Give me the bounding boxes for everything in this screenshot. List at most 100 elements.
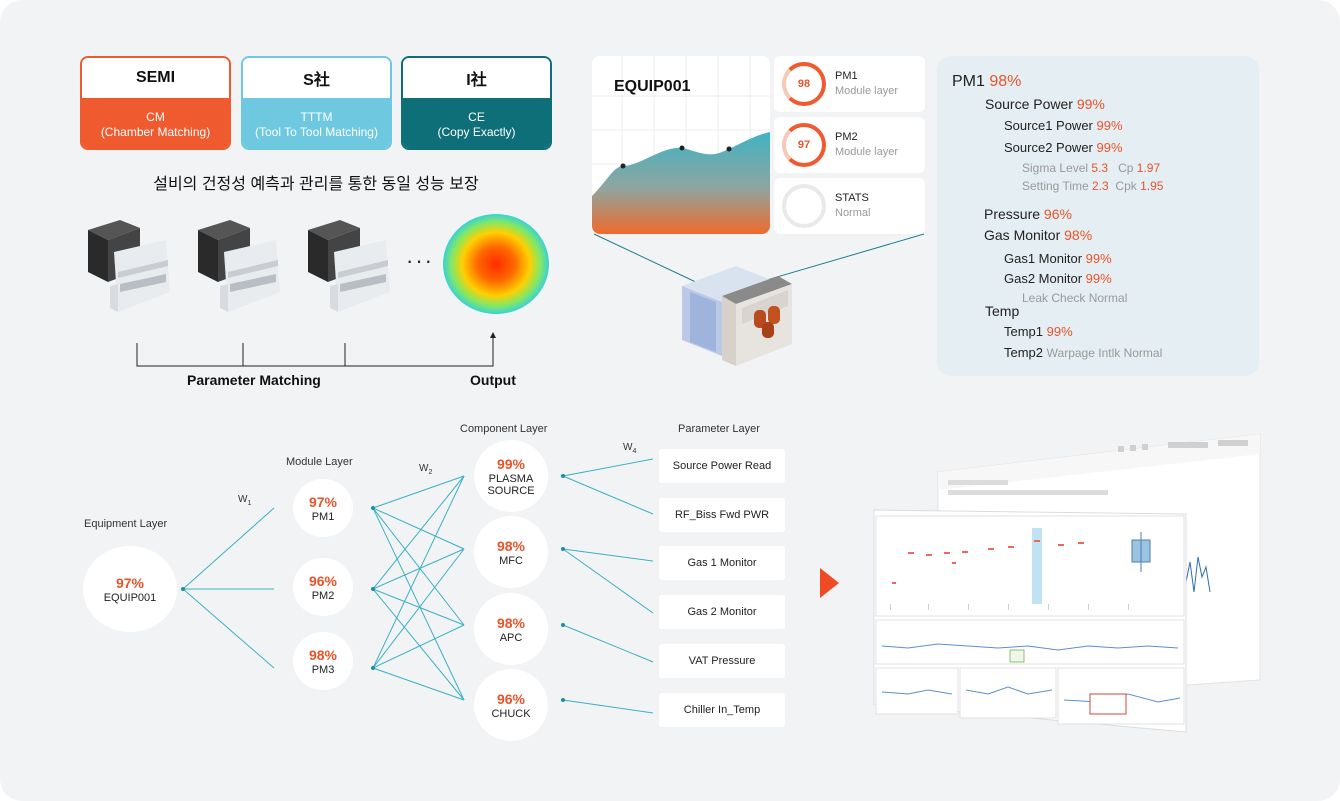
component-node-pct: 98%	[496, 614, 526, 631]
i-card-line2: (Copy Exactly)	[437, 125, 516, 139]
module-node-name: PM3	[311, 663, 335, 676]
param-rf-bias-fwd-pwr: RF_Biss Fwd PWR	[659, 498, 785, 532]
equip-title: EQUIP001	[614, 78, 691, 95]
w4-label: W4	[623, 442, 637, 455]
module-node-pct: 96%	[308, 572, 338, 589]
dashboard-screenshot-image	[873, 433, 1261, 733]
parameter-layer-label: Parameter Layer	[678, 423, 760, 435]
equipment-node: 97% EQUIP001	[83, 546, 177, 632]
tree-temp2-note: Warpage Intlk Normal	[1046, 346, 1163, 360]
tree-sigma-value: 5.3	[1091, 161, 1109, 175]
tree-temp1: Temp1	[1004, 324, 1044, 339]
tree-cpk: Cpk	[1115, 179, 1137, 193]
param-gas1-monitor: Gas 1 Monitor	[659, 546, 785, 580]
semi-card-line1: CM	[146, 110, 165, 124]
tree-temp: Temp	[985, 303, 1020, 319]
pm2-card-title: PM2	[835, 131, 858, 143]
param-source-power-read: Source Power Read	[659, 449, 785, 483]
tree-source-power-value: 99%	[1076, 96, 1105, 112]
equip-chart-card	[592, 56, 770, 234]
component-node-name-line2: SOURCE	[487, 484, 535, 497]
w2-label: W2	[419, 463, 433, 476]
module-node-name: PM1	[311, 510, 335, 523]
tree-gas1-value: 99%	[1085, 251, 1112, 266]
chamber-machine-icon	[682, 266, 792, 366]
equipment-machine-icon	[308, 220, 390, 312]
matching-subtitle: 설비의 건정성 예측과 관리를 통한 동일 성능 보장	[153, 176, 479, 193]
semi-card-title: SEMI	[82, 58, 229, 98]
module-node-pct: 98%	[308, 646, 338, 663]
module-node-pm3: 98% PM3	[293, 632, 353, 690]
tree-setting-value: 2.3	[1092, 179, 1109, 193]
tree-source1: Source1 Power	[1004, 118, 1093, 133]
module-layer-label: Module Layer	[286, 456, 353, 468]
tree-source-power: Source Power	[985, 96, 1073, 112]
equipment-node-name: EQUIP001	[103, 591, 157, 604]
tree-gas2: Gas2 Monitor	[1004, 271, 1083, 286]
stats-card-title: STATS	[835, 192, 869, 204]
i-card-line1: CE	[468, 110, 485, 124]
s-card-line2: (Tool To Tool Matching)	[255, 125, 378, 139]
w1-label: W1	[238, 494, 252, 507]
pm1-card-sub: Module layer	[835, 85, 898, 97]
param-vat-pressure: VAT Pressure	[659, 644, 785, 678]
equipment-machine-icon	[88, 220, 170, 312]
module-node-name: PM2	[311, 589, 335, 602]
component-node-plasma-source: 99% PLASMA SOURCE	[474, 440, 548, 512]
pm2-card-sub: Module layer	[835, 146, 898, 158]
pm2-status-card: 97 PM2 Module layer	[774, 117, 925, 173]
component-node-pct: 99%	[496, 455, 526, 472]
tree-temp2: Temp2	[1004, 345, 1044, 360]
component-node-chuck: 96% CHUCK	[474, 669, 548, 741]
component-node-name: MFC	[499, 554, 523, 567]
semi-card-line2: (Chamber Matching)	[100, 125, 211, 139]
tree-pressure-value: 96%	[1043, 206, 1072, 222]
module-node-pm2: 96% PM2	[293, 558, 353, 616]
pm1-parameter-tree: PM1 98% Source Power 99% Source1 Power 9…	[937, 56, 1259, 376]
component-node-pct: 98%	[496, 537, 526, 554]
s-card-line1: TTTM	[300, 110, 333, 124]
component-node-apc: 98% APC	[474, 593, 548, 665]
component-node-name: APC	[499, 631, 523, 644]
tree-setting-time: Setting Time	[1022, 179, 1089, 193]
s-card-title: S社	[243, 58, 390, 98]
tree-cp-value: 1.97	[1136, 161, 1161, 175]
semi-card: SEMI CM (Chamber Matching)	[80, 56, 231, 150]
tree-pm1: PM1	[952, 73, 985, 90]
tree-gas2-value: 99%	[1085, 271, 1112, 286]
tree-gas-monitor-value: 98%	[1064, 227, 1093, 243]
stats-ring	[782, 184, 826, 228]
component-node-mfc: 98% MFC	[474, 516, 548, 588]
tree-cp: Cp	[1118, 161, 1134, 175]
pm2-score-ring: 97	[782, 123, 826, 167]
i-card-title: I社	[403, 58, 550, 98]
wafer-heatmap-icon	[443, 214, 549, 314]
tree-gas-monitor: Gas Monitor	[984, 227, 1061, 243]
tree-source2: Source2 Power	[1004, 140, 1093, 155]
tree-pressure: Pressure	[984, 206, 1041, 222]
module-node-pm1: 97% PM1	[293, 479, 353, 537]
stats-card-sub: Normal	[835, 207, 871, 219]
component-node-name: PLASMA	[488, 472, 534, 485]
equipment-layer-label: Equipment Layer	[84, 518, 168, 530]
tree-gas1: Gas1 Monitor	[1004, 251, 1083, 266]
equipment-machine-icon	[198, 220, 280, 312]
tree-sigma: Sigma Level	[1022, 161, 1089, 175]
stats-status-card: STATS Normal	[774, 178, 925, 234]
i-company-card: I社 CE (Copy Exactly)	[401, 56, 552, 150]
param-chiller-in-temp: Chiller In_Temp	[659, 693, 785, 727]
tree-source2-value: 99%	[1096, 140, 1123, 155]
param-gas2-monitor: Gas 2 Monitor	[659, 595, 785, 629]
equip-trend-chart	[592, 56, 770, 234]
output-label: Output	[470, 372, 516, 388]
equipment-node-pct: 97%	[115, 574, 145, 591]
s-company-card: S社 TTTM (Tool To Tool Matching)	[241, 56, 392, 150]
pm1-score-ring: 98	[782, 62, 826, 106]
component-layer-label: Component Layer	[460, 423, 548, 435]
tree-leak-check: Leak Check Normal	[1022, 291, 1128, 305]
pm1-status-card: 98 PM1 Module layer	[774, 56, 925, 112]
